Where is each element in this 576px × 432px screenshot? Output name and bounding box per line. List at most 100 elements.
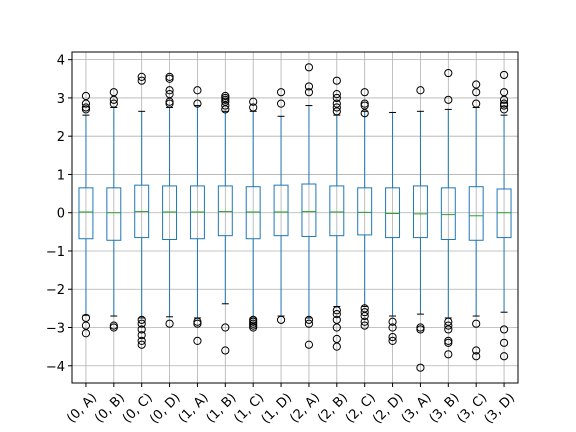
outlier-point (499, 352, 509, 361)
outlier-point (221, 346, 230, 355)
x-tick-label: (1, B) (204, 390, 240, 426)
box-iqr (496, 188, 512, 239)
outlier-point (499, 325, 509, 334)
outlier-point (332, 89, 341, 99)
outlier-point (360, 321, 369, 330)
outlier-point (137, 76, 146, 85)
outlier-point (304, 319, 314, 328)
y-tick-label: −4 (46, 360, 65, 375)
outlier-point (388, 323, 397, 332)
outlier-point (388, 317, 397, 326)
outlier-point (332, 323, 341, 332)
outlier-point (276, 99, 286, 108)
outlier-point (249, 103, 258, 112)
grid-lines (72, 52, 518, 383)
box-group (468, 80, 484, 361)
outlier-point (472, 99, 481, 108)
x-tick-label: (1, D) (259, 390, 296, 427)
outlier-point (444, 321, 453, 330)
plot-area-frame (71, 51, 519, 384)
box-iqr (78, 187, 94, 240)
outlier-point (81, 103, 91, 112)
outlier-point (332, 306, 341, 315)
outlier-point (193, 99, 202, 108)
x-tick-label: (2, A) (287, 390, 323, 426)
box-iqr (385, 187, 401, 239)
outlier-point (249, 97, 258, 106)
outlier-point (221, 323, 230, 332)
x-axis-ticks: (0, A)(0, B)(0, C)(0, D)(1, A)(1, B)(1, … (64, 383, 518, 427)
outlier-point (444, 68, 453, 78)
outlier-point (332, 93, 341, 103)
box-group (134, 72, 150, 349)
outlier-point (165, 86, 174, 95)
y-tick-label: 3 (57, 92, 65, 107)
outlier-point (444, 325, 453, 334)
y-tick-label: 4 (57, 54, 65, 69)
outlier-point (304, 88, 314, 97)
x-tick-label: (2, D) (370, 390, 407, 427)
box-group (217, 91, 233, 355)
box-iqr (468, 186, 484, 241)
x-tick-label: (0, B) (92, 390, 128, 426)
box-iqr (245, 186, 261, 240)
outlier-point (137, 325, 146, 334)
box-group (412, 86, 428, 372)
y-tick-label: −1 (46, 245, 65, 260)
outlier-point (472, 352, 481, 361)
outlier-point (81, 91, 91, 101)
box-group (162, 72, 178, 328)
x-tick-label: (3, A) (399, 390, 435, 426)
outlier-point (304, 315, 314, 324)
box-group (357, 88, 373, 330)
box-group (496, 70, 512, 361)
y-tick-label: −2 (46, 283, 65, 298)
box-group (189, 86, 205, 346)
outlier-point (193, 336, 202, 346)
outlier-point (388, 336, 397, 346)
y-axis-ticks: −4 −3 −2 −1 0 1 2 3 4 (46, 54, 72, 375)
y-tick-label: −3 (46, 322, 65, 337)
box-group (106, 88, 122, 332)
y-tick-label: 0 (57, 207, 65, 222)
outlier-point (360, 317, 369, 326)
y-tick-label: 2 (57, 130, 65, 145)
outlier-point (165, 89, 174, 99)
outlier-point (304, 340, 314, 349)
outlier-point (332, 310, 341, 319)
box-iqr (301, 183, 317, 237)
outlier-point (499, 88, 509, 97)
outlier-point (499, 338, 509, 347)
x-tick-label: (3, B) (427, 390, 463, 426)
outlier-point (416, 363, 425, 372)
outlier-point (499, 105, 509, 114)
box-group (78, 91, 94, 338)
outlier-point (332, 99, 341, 108)
x-tick-label: (1, A) (176, 390, 212, 426)
x-tick-label: (3, D) (482, 390, 519, 427)
outlier-point (332, 76, 341, 85)
outlier-point (304, 63, 314, 72)
outlier-point (165, 72, 174, 81)
outlier-point (137, 315, 146, 324)
box-iqr (440, 187, 456, 241)
outlier-point (444, 338, 453, 347)
outlier-point (388, 332, 397, 342)
outlier-point (499, 70, 509, 80)
box-group (245, 97, 261, 332)
box-iqr (412, 185, 428, 239)
outlier-point (360, 88, 369, 97)
outlier-point (137, 72, 146, 81)
box-iqr (217, 185, 233, 237)
box-iqr (329, 185, 345, 237)
boxes (78, 63, 512, 372)
outlier-point (109, 99, 118, 108)
outlier-point (137, 319, 146, 328)
outlier-point (165, 319, 174, 328)
x-tick-label: (0, A) (64, 390, 100, 426)
box-iqr (162, 185, 178, 241)
outlier-point (81, 329, 91, 338)
outlier-point (360, 99, 369, 108)
y-tick-label: 1 (57, 168, 65, 183)
